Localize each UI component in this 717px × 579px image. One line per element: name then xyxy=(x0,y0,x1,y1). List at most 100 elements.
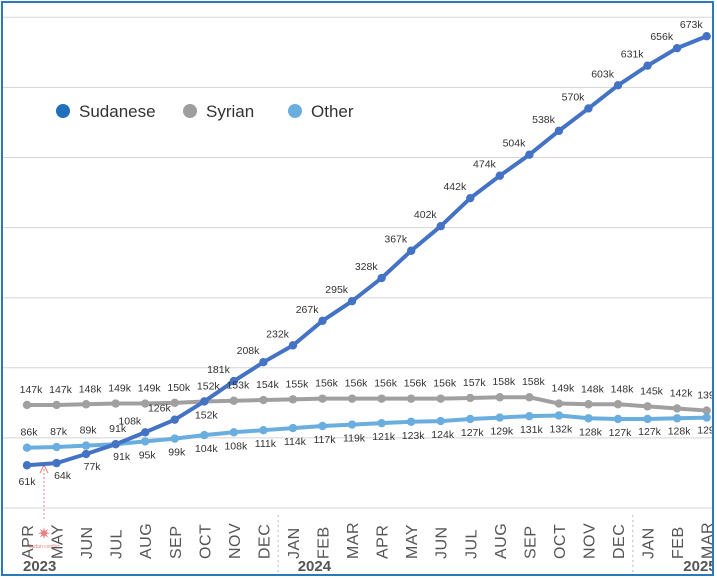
month-tick-label: NOV xyxy=(227,523,244,559)
data-label-other: 87k xyxy=(50,426,68,438)
data-point-other xyxy=(81,441,91,450)
legend-marker xyxy=(56,104,70,118)
data-label-sudanese: 328k xyxy=(355,261,379,273)
data-label-syrian: 156k xyxy=(374,378,398,390)
month-tick-label: MAR xyxy=(345,522,362,559)
data-label-other: 129k xyxy=(490,426,514,438)
data-point-syrian xyxy=(584,400,593,409)
data-label-sudanese: 504k xyxy=(503,138,527,150)
series-line-other xyxy=(25,413,709,450)
data-point-syrian xyxy=(495,393,504,402)
month-tick-label: SEP xyxy=(168,525,185,559)
annotation-label: Sudan conflict xyxy=(28,544,60,550)
data-label-sudanese: 367k xyxy=(384,234,408,246)
legend-item-other: Other xyxy=(288,102,354,121)
data-label-sudanese: 77k xyxy=(84,461,102,473)
month-tick-label: APR xyxy=(20,525,37,559)
month-tick-label: AUG xyxy=(493,523,510,559)
data-label-other: 89k xyxy=(80,425,98,437)
data-label-sudanese: 402k xyxy=(414,209,438,221)
data-label-other: 128k xyxy=(579,426,603,438)
data-label-sudanese: 91k xyxy=(113,451,131,463)
data-label-other: 91k xyxy=(109,423,127,435)
month-tick-label: JAN xyxy=(641,527,658,559)
data-point-sudanese xyxy=(525,150,534,159)
data-label-sudanese: 108k xyxy=(118,415,142,427)
data-label-sudanese: 656k xyxy=(650,31,674,43)
data-label-other: 124k xyxy=(431,429,455,441)
month-tick-label: NOV xyxy=(581,523,598,559)
data-label-other: 108k xyxy=(224,440,248,452)
data-point-syrian xyxy=(702,406,711,415)
data-label-sudanese: 126k xyxy=(148,403,172,415)
data-label-other: 132k xyxy=(550,423,574,435)
data-label-syrian: 156k xyxy=(404,378,428,390)
data-label-other: 111k xyxy=(255,438,277,450)
data-label-sudanese: 538k xyxy=(532,114,556,126)
data-label-sudanese: 474k xyxy=(473,159,497,171)
month-tick-label: FEB xyxy=(670,526,687,559)
data-point-syrian xyxy=(347,394,357,403)
data-point-syrian xyxy=(554,399,564,408)
month-tick-label: JUL xyxy=(463,529,480,559)
data-label-sudanese: 603k xyxy=(591,68,615,80)
data-label-syrian: 145k xyxy=(640,385,664,397)
data-point-syrian xyxy=(436,394,445,403)
legend-marker xyxy=(183,104,197,118)
data-point-other xyxy=(141,437,150,446)
data-point-other xyxy=(200,430,209,440)
legend-label: Other xyxy=(311,102,354,121)
data-point-sudanese xyxy=(702,32,711,41)
data-label-other: 123k xyxy=(402,430,426,442)
data-label-other: 131k xyxy=(520,424,544,436)
data-point-sudanese xyxy=(170,415,179,424)
data-label-sudanese: 295k xyxy=(325,284,349,296)
legend-marker xyxy=(288,104,302,118)
data-point-other xyxy=(466,414,475,424)
data-point-sudanese xyxy=(495,171,504,180)
data-label-sudanese: 267k xyxy=(296,304,320,316)
data-point-other xyxy=(613,414,623,424)
data-label-other: 127k xyxy=(609,427,633,439)
data-label-syrian: 148k xyxy=(611,383,635,395)
legend-item-syrian: Syrian xyxy=(183,102,254,121)
data-point-other xyxy=(554,411,564,420)
year-label: 2024 xyxy=(298,558,332,575)
data-point-other xyxy=(318,421,327,431)
data-point-sudanese xyxy=(643,61,652,70)
data-point-other xyxy=(52,442,61,452)
month-tick-label: JUN xyxy=(434,526,451,559)
series-line-sudanese xyxy=(25,34,709,468)
legend-label: Syrian xyxy=(206,102,254,121)
data-label-syrian: 157k xyxy=(463,377,487,389)
data-point-sudanese xyxy=(229,376,239,386)
data-point-sudanese xyxy=(111,440,120,449)
data-point-other xyxy=(170,434,179,443)
data-point-other xyxy=(377,418,386,428)
data-label-other: 121k xyxy=(372,431,396,443)
data-label-syrian: 156k xyxy=(345,378,369,390)
data-label-sudanese: 64k xyxy=(54,470,72,482)
data-point-other xyxy=(229,428,239,437)
data-point-sudanese xyxy=(259,357,268,367)
legend-item-sudanese: Sudanese xyxy=(56,102,156,121)
data-label-sudanese: 232k xyxy=(266,328,290,340)
data-point-sudanese xyxy=(436,221,445,231)
data-label-other: 114k xyxy=(284,436,307,448)
data-point-sudanese xyxy=(584,104,593,113)
data-point-syrian xyxy=(259,395,268,405)
month-tick-label: MAY xyxy=(50,524,67,559)
data-label-syrian: 154k xyxy=(256,379,280,391)
legend-label: Sudanese xyxy=(79,102,156,121)
data-point-syrian xyxy=(288,395,298,404)
data-point-syrian xyxy=(229,396,239,405)
data-label-sudanese: 631k xyxy=(621,49,645,61)
data-point-sudanese xyxy=(554,126,564,136)
data-point-sudanese xyxy=(22,461,32,470)
data-point-other xyxy=(702,413,711,422)
data-point-syrian xyxy=(170,398,179,408)
data-label-other: 104k xyxy=(195,443,219,455)
data-point-syrian xyxy=(22,400,32,410)
data-label-syrian: 142k xyxy=(670,387,694,399)
